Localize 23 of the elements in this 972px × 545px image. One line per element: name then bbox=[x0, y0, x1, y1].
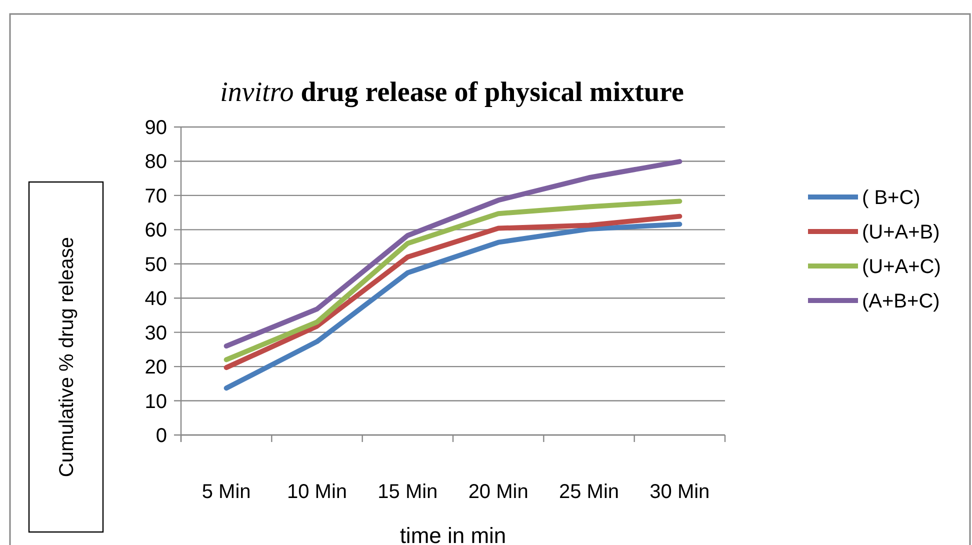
y-tick-label: 60 bbox=[144, 220, 167, 242]
y-tick-label: 50 bbox=[144, 254, 167, 276]
chart-title: invitro drug release of physical mixture bbox=[220, 77, 684, 108]
y-tick-label: 80 bbox=[144, 151, 167, 174]
legend-label: ( B+C) bbox=[862, 187, 920, 209]
y-tick-label: 30 bbox=[144, 322, 167, 344]
x-tick-label: 30 Min bbox=[650, 481, 710, 503]
y-tick-label: 0 bbox=[156, 425, 167, 447]
x-tick-label: 25 Min bbox=[558, 481, 620, 503]
legend-label: (U+A+B) bbox=[862, 222, 940, 244]
y-tick-label: 10 bbox=[144, 390, 167, 413]
x-tick-label: 10 Min bbox=[286, 481, 348, 503]
x-tick-label: 20 Min bbox=[468, 481, 528, 503]
x-axis-title: time in min bbox=[400, 523, 506, 545]
legend-label: (A+B+C) bbox=[862, 290, 940, 312]
y-tick-label: 90 bbox=[144, 117, 167, 139]
y-axis-title: Cumulative % drug release bbox=[56, 236, 78, 478]
x-tick-label: 15 Min bbox=[378, 481, 438, 503]
x-tick-label: 5 Min bbox=[202, 481, 251, 503]
y-tick-label: 40 bbox=[144, 288, 167, 310]
y-tick-label: 20 bbox=[144, 356, 167, 379]
legend-label: (U+A+C) bbox=[862, 256, 941, 278]
y-tick-label: 70 bbox=[144, 185, 167, 208]
